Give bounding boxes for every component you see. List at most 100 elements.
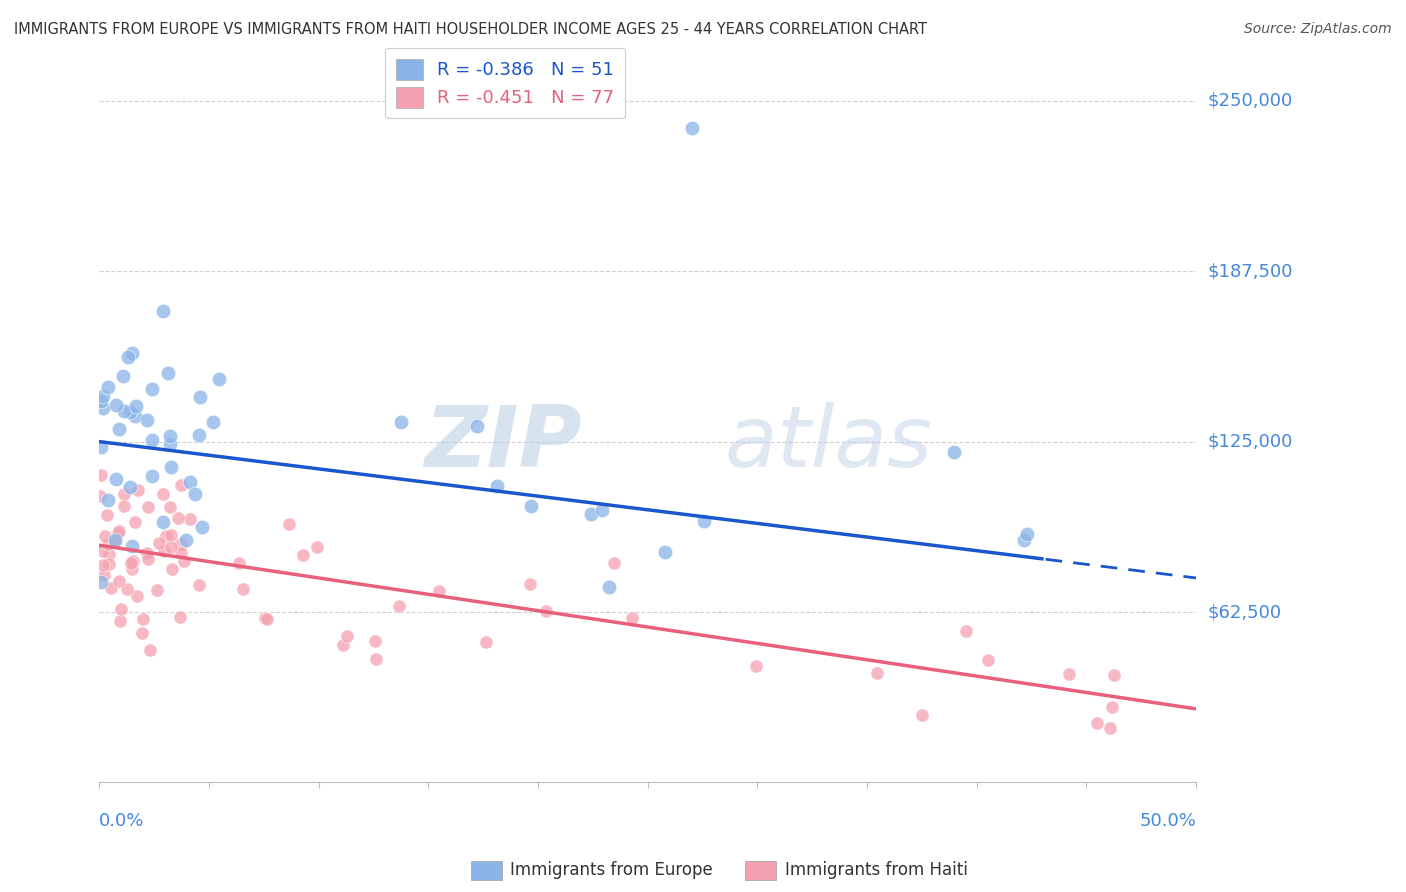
Point <box>254 611 277 625</box>
Point <box>91 389 114 403</box>
Point <box>135 412 157 426</box>
Point <box>654 545 676 559</box>
Text: 0.0%: 0.0% <box>100 812 145 830</box>
Point <box>591 503 613 517</box>
Point <box>90 575 112 590</box>
Point <box>108 524 131 538</box>
Point <box>93 568 115 582</box>
Point <box>90 394 112 409</box>
Point <box>107 525 129 540</box>
Point <box>125 399 148 413</box>
Point <box>336 629 359 643</box>
Point <box>104 398 127 412</box>
Point <box>166 511 188 525</box>
Point <box>90 441 112 455</box>
Point <box>187 428 209 442</box>
Point <box>364 633 387 648</box>
Text: Source: ZipAtlas.com: Source: ZipAtlas.com <box>1244 22 1392 37</box>
Text: $250,000: $250,000 <box>1208 92 1292 110</box>
Point <box>110 614 132 628</box>
Point <box>169 610 191 624</box>
Point <box>201 416 224 430</box>
Point <box>121 539 143 553</box>
Point <box>117 350 139 364</box>
Point <box>148 536 170 550</box>
Point <box>136 552 159 566</box>
Point <box>173 554 195 568</box>
Point <box>388 599 411 613</box>
Text: IMMIGRANTS FROM EUROPE VS IMMIGRANTS FROM HAITI HOUSEHOLDER INCOME AGES 25 - 44 : IMMIGRANTS FROM EUROPE VS IMMIGRANTS FRO… <box>14 22 927 37</box>
Point <box>598 580 620 594</box>
Point <box>159 437 181 451</box>
Point <box>486 479 509 493</box>
Point <box>127 483 149 497</box>
Point <box>90 467 112 482</box>
Point <box>291 549 314 563</box>
Point <box>156 366 179 380</box>
Point <box>977 653 1000 667</box>
Point <box>429 584 451 599</box>
Point <box>141 433 163 447</box>
Point <box>179 475 201 490</box>
Text: $62,500: $62,500 <box>1208 603 1281 621</box>
Point <box>112 500 135 514</box>
Point <box>97 492 120 507</box>
Point <box>91 558 114 572</box>
Point <box>179 512 201 526</box>
Point <box>110 602 132 616</box>
Point <box>465 418 488 433</box>
Point <box>191 520 214 534</box>
Point <box>1102 667 1125 681</box>
Point <box>120 480 142 494</box>
Point <box>97 547 120 561</box>
Point <box>98 558 121 572</box>
Point <box>579 507 602 521</box>
Point <box>534 604 557 618</box>
Point <box>160 460 183 475</box>
Point <box>1085 716 1108 731</box>
Point <box>169 546 191 560</box>
Point <box>91 401 114 415</box>
Point <box>190 390 212 404</box>
Point <box>117 582 139 597</box>
Point <box>141 469 163 483</box>
Legend: R = -0.386   N = 51, R = -0.451   N = 77: R = -0.386 N = 51, R = -0.451 N = 77 <box>385 48 626 119</box>
Point <box>232 582 254 597</box>
Text: Immigrants from Europe: Immigrants from Europe <box>510 861 713 879</box>
Point <box>114 487 136 501</box>
Point <box>1012 533 1035 548</box>
Point <box>100 581 122 595</box>
Point <box>107 421 129 435</box>
Point <box>911 707 934 722</box>
Point <box>145 582 167 597</box>
Point <box>865 665 887 680</box>
Point <box>955 624 977 638</box>
Point <box>1059 666 1081 681</box>
Text: $187,500: $187,500 <box>1208 262 1292 280</box>
Point <box>745 659 768 673</box>
Point <box>170 478 193 492</box>
Point <box>162 562 184 576</box>
Point <box>170 537 193 551</box>
Point <box>121 346 143 360</box>
Point <box>118 405 141 419</box>
Point <box>475 635 498 649</box>
Point <box>332 638 354 652</box>
Point <box>943 444 966 458</box>
Point <box>184 486 207 500</box>
Point <box>159 500 181 514</box>
Point <box>153 544 176 558</box>
Point <box>121 562 143 576</box>
Text: 50.0%: 50.0% <box>1139 812 1197 830</box>
Point <box>97 537 120 551</box>
Point <box>97 380 120 394</box>
Point <box>256 612 278 626</box>
Point <box>1101 699 1123 714</box>
Point <box>603 556 626 570</box>
Point <box>91 544 114 558</box>
Point <box>141 383 163 397</box>
Point <box>681 121 703 136</box>
Point <box>693 514 716 528</box>
Point <box>1015 527 1038 541</box>
Point <box>104 533 127 547</box>
